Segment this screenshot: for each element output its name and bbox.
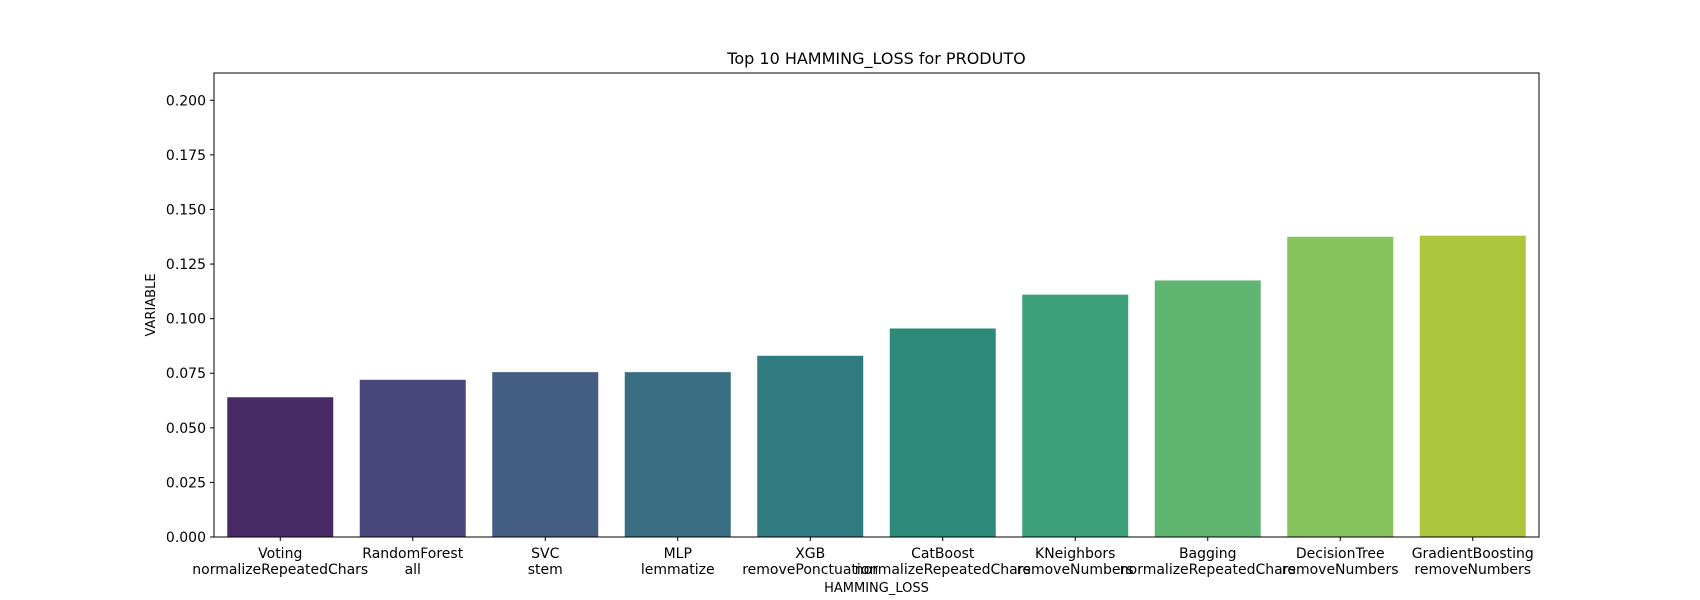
x-tick-label-line: normalizeRepeatedChars [192,562,368,578]
bar-8 [1287,236,1394,537]
x-tick-label-9: GradientBoosting removeNumbers [1412,546,1534,578]
y-axis-label: VARIABLE [144,273,159,336]
x-tick-label-line: Bagging [1179,546,1237,562]
x-tick-label-line: DecisionTree [1296,546,1385,562]
x-tick-label-8: DecisionTree removeNumbers [1282,546,1399,578]
x-tick-label-line: removeNumbers [1282,562,1399,578]
x-tick-label-line: MLP [664,546,692,562]
x-tick-label-line: all [405,562,421,578]
y-tick-label-3: 0.075 [166,366,206,382]
x-tick-label-line: RandomForest [362,546,463,562]
bar-5 [889,328,996,537]
x-tick-label-line: GradientBoosting [1412,546,1534,562]
y-tick-label-0: 0.000 [166,530,206,546]
x-tick-label-1: RandomForest all [362,546,463,578]
x-tick-label-4: XGB removePonctuation [742,546,878,578]
x-tick-label-line: stem [528,562,563,578]
y-tick-label-7: 0.175 [166,148,206,164]
bar-1 [359,379,466,537]
x-axis-label: HAMMING_LOSS [824,581,929,596]
x-tick-label-7: Bagging normalizeRepeatedChars [1120,546,1296,578]
x-tick-label-line: removeNumbers [1414,562,1531,578]
x-tick-label-line: KNeighbors [1035,546,1115,562]
bar-0 [227,397,334,537]
x-tick-label-line: removeNumbers [1017,562,1134,578]
bar-3 [624,372,731,537]
x-tick-label-line: Voting [258,546,302,562]
x-tick-label-line: normalizeRepeatedChars [855,562,1031,578]
x-tick-label-line: normalizeRepeatedChars [1120,562,1296,578]
bar-4 [757,355,864,537]
x-tick-label-line: CatBoost [911,546,975,562]
bar-2 [492,372,599,537]
chart-title: Top 10 HAMMING_LOSS for PRODUTO [726,49,1025,69]
y-tick-label-4: 0.100 [166,312,206,328]
bars-layer [227,235,1526,537]
x-tick-label-3: MLP lemmatize [641,546,715,578]
x-tick-label-2: SVC stem [528,546,563,578]
x-tick-label-5: CatBoost normalizeRepeatedChars [855,546,1031,578]
x-tick-label-line: removePonctuation [742,562,878,578]
bar-9 [1419,235,1526,537]
x-tick-label-6: KNeighbors removeNumbers [1017,546,1134,578]
plot-frame [213,72,1540,538]
y-axis: 0.000 0.025 0.050 0.075 0.100 0.125 0.150 0.175… [166,93,214,546]
y-tick-label-2: 0.050 [166,421,206,437]
bar-7 [1154,280,1261,537]
x-tick-label-line: XGB [795,546,825,562]
x-axis: Voting normalizeRepeatedCharsRandomForest… [192,537,1534,578]
y-tick-label-8: 0.200 [166,93,206,109]
x-tick-label-0: Voting normalizeRepeatedChars [192,546,368,578]
bar-6 [1022,294,1129,537]
x-tick-label-line: SVC [531,546,559,562]
x-tick-label-line: lemmatize [641,562,715,578]
y-tick-label-5: 0.125 [166,257,206,273]
y-tick-label-1: 0.025 [166,475,206,491]
y-tick-label-6: 0.150 [166,202,206,218]
